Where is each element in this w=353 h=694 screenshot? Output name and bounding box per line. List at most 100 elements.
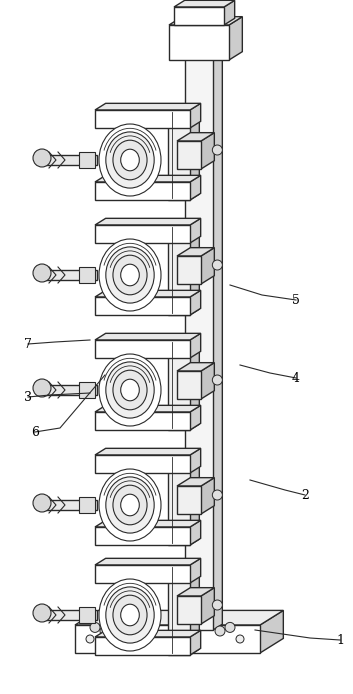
Bar <box>168 340 190 430</box>
Ellipse shape <box>113 255 147 295</box>
Ellipse shape <box>99 354 161 426</box>
Bar <box>168 565 190 655</box>
Bar <box>79 607 95 623</box>
Polygon shape <box>168 559 199 565</box>
Polygon shape <box>95 559 201 565</box>
Ellipse shape <box>113 140 147 180</box>
Polygon shape <box>95 520 201 527</box>
Polygon shape <box>168 449 199 455</box>
Bar <box>95 455 190 473</box>
Circle shape <box>33 379 51 397</box>
Circle shape <box>100 626 110 636</box>
Circle shape <box>213 375 222 385</box>
Bar <box>42 500 97 510</box>
Polygon shape <box>75 611 283 625</box>
Ellipse shape <box>106 132 154 188</box>
Polygon shape <box>201 248 214 284</box>
Bar <box>42 155 97 165</box>
Polygon shape <box>190 448 201 473</box>
Polygon shape <box>190 333 201 358</box>
Bar <box>95 412 190 430</box>
Text: 7: 7 <box>24 337 32 350</box>
Text: 2: 2 <box>301 489 309 502</box>
Polygon shape <box>190 405 201 430</box>
Ellipse shape <box>106 587 154 643</box>
Polygon shape <box>174 0 235 7</box>
Bar <box>79 497 95 513</box>
Polygon shape <box>95 290 201 297</box>
Bar <box>168 455 190 545</box>
Ellipse shape <box>99 124 161 196</box>
Polygon shape <box>95 405 201 412</box>
Bar <box>95 225 190 243</box>
Text: 3: 3 <box>24 391 32 403</box>
Polygon shape <box>190 103 201 128</box>
Polygon shape <box>190 290 201 315</box>
Polygon shape <box>190 219 199 315</box>
Bar <box>95 637 190 655</box>
Polygon shape <box>190 449 199 545</box>
Polygon shape <box>177 588 214 596</box>
Text: 4: 4 <box>292 371 300 384</box>
Bar <box>79 267 95 283</box>
Polygon shape <box>95 176 201 182</box>
Polygon shape <box>229 17 242 60</box>
Bar <box>95 110 190 128</box>
Ellipse shape <box>106 247 154 303</box>
Polygon shape <box>201 133 214 169</box>
Polygon shape <box>260 611 283 653</box>
Bar <box>95 527 190 545</box>
Polygon shape <box>177 363 214 371</box>
Circle shape <box>225 623 235 632</box>
Bar <box>185 30 213 630</box>
Polygon shape <box>190 176 201 200</box>
Bar <box>95 340 190 358</box>
Polygon shape <box>168 335 199 340</box>
Polygon shape <box>95 219 201 225</box>
Ellipse shape <box>121 149 139 171</box>
Circle shape <box>86 635 94 643</box>
Ellipse shape <box>106 362 154 418</box>
Circle shape <box>236 635 244 643</box>
Polygon shape <box>213 24 222 630</box>
Polygon shape <box>190 520 201 545</box>
Bar <box>42 385 97 395</box>
Ellipse shape <box>99 469 161 541</box>
Circle shape <box>33 149 51 167</box>
Text: 6: 6 <box>31 425 39 439</box>
Polygon shape <box>190 104 199 200</box>
Bar <box>177 486 201 514</box>
Bar <box>177 256 201 284</box>
Circle shape <box>213 490 222 500</box>
Bar <box>174 7 224 25</box>
Polygon shape <box>190 335 199 430</box>
Polygon shape <box>95 103 201 110</box>
Circle shape <box>33 604 51 622</box>
Circle shape <box>215 626 225 636</box>
Polygon shape <box>201 477 214 514</box>
Ellipse shape <box>121 494 139 516</box>
Bar <box>169 25 229 60</box>
Bar <box>42 270 97 280</box>
Polygon shape <box>168 104 199 110</box>
Bar <box>168 225 190 315</box>
Polygon shape <box>95 333 201 340</box>
Ellipse shape <box>113 485 147 525</box>
Polygon shape <box>190 630 201 655</box>
Polygon shape <box>190 559 199 655</box>
Polygon shape <box>224 0 235 25</box>
Bar <box>177 371 201 399</box>
Polygon shape <box>201 363 214 399</box>
Polygon shape <box>95 448 201 455</box>
Bar <box>177 141 201 169</box>
Bar <box>42 610 97 620</box>
Ellipse shape <box>106 477 154 533</box>
Bar <box>75 625 260 653</box>
Circle shape <box>33 264 51 282</box>
Polygon shape <box>169 17 242 25</box>
Text: 5: 5 <box>292 294 300 307</box>
Bar <box>79 152 95 168</box>
Polygon shape <box>190 559 201 583</box>
Ellipse shape <box>121 379 139 401</box>
Polygon shape <box>95 630 201 637</box>
